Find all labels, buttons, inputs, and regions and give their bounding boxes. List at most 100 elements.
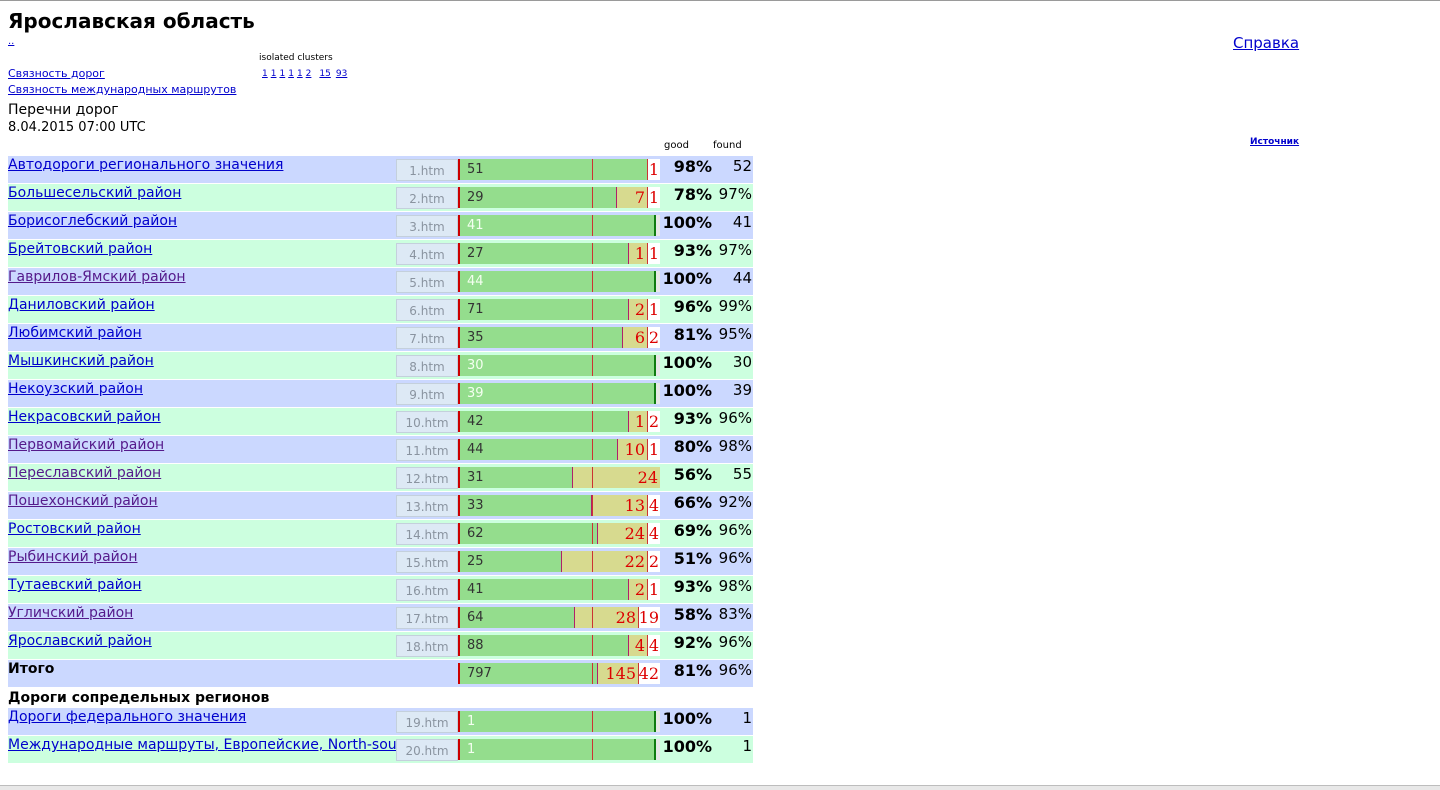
status-bar: 62 24 4 <box>458 523 660 544</box>
bar-end-marker <box>654 739 656 760</box>
warn-count: 2 <box>634 300 645 319</box>
region-link[interactable]: Даниловский район <box>8 297 155 313</box>
ok-segment <box>458 327 622 348</box>
table-row: Мышкинский район 8.htm 30 100% 30 <box>8 352 753 379</box>
warn-segment <box>628 243 647 264</box>
cluster-link[interactable]: 2 <box>305 69 312 79</box>
region-link[interactable]: Некоузский район <box>8 381 143 397</box>
cluster-link[interactable]: 1 <box>279 69 286 79</box>
good-percent: 92% <box>673 633 712 652</box>
file-badge[interactable]: 3.htm <box>396 215 458 237</box>
found-value: 1 <box>742 709 752 727</box>
file-badge[interactable]: 6.htm <box>396 299 458 321</box>
region-link[interactable]: Борисоглебский район <box>8 213 178 229</box>
table-row: Ростовский район 14.htm 62 24 4 69% 96% <box>8 520 753 547</box>
total-row: Итого 797 145 42 81% 96% <box>8 660 753 687</box>
region-link[interactable]: Мышкинский район <box>8 353 154 369</box>
region-link[interactable]: Рыбинский район <box>8 549 138 565</box>
status-bar: 51 1 <box>458 159 660 180</box>
cluster-link[interactable]: 1 <box>296 69 303 79</box>
bar-error-marker <box>647 523 648 544</box>
file-badge[interactable]: 18.htm <box>396 635 458 657</box>
error-segment <box>647 243 660 264</box>
file-badge[interactable]: 20.htm <box>396 739 458 761</box>
file-badge[interactable]: 13.htm <box>396 495 458 517</box>
region-link[interactable]: Большесельский район <box>8 185 182 201</box>
region-link[interactable]: Первомайский район <box>8 437 165 453</box>
file-badge[interactable]: 16.htm <box>396 579 458 601</box>
file-badge[interactable]: 11.htm <box>396 439 458 461</box>
ok-segment <box>458 551 561 572</box>
bar-error-marker <box>647 327 648 348</box>
ok-count: 31 <box>467 470 484 485</box>
good-percent: 81% <box>673 325 712 344</box>
table-row: Гаврилов-Ямский район 5.htm 44 100% 44 <box>8 268 753 295</box>
status-bar: 64 28 19 <box>458 607 660 628</box>
source-link[interactable]: Источник <box>1250 137 1300 147</box>
table-row: Дороги федерального значения 19.htm 1 100% 1 <box>8 708 753 735</box>
region-link[interactable]: Дороги федерального значения <box>8 709 247 725</box>
ok-count: 1 <box>467 714 476 729</box>
region-link[interactable]: Тутаевский район <box>8 577 142 593</box>
ok-count: 64 <box>467 610 484 625</box>
cluster-link[interactable]: 1 <box>270 69 277 79</box>
warn-segment <box>597 663 638 684</box>
cluster-link[interactable]: 1 <box>262 69 268 79</box>
bar-error-marker <box>638 607 639 628</box>
bar-split-marker <box>628 299 629 320</box>
error-segment <box>647 523 660 544</box>
region-link[interactable]: Автодороги регионального значения <box>8 157 284 173</box>
region-link[interactable]: Пошехонский район <box>8 493 158 509</box>
region-link[interactable]: Любимский район <box>8 325 142 341</box>
cluster-link[interactable]: 1 <box>288 69 294 79</box>
parent-link[interactable]: .. <box>8 36 15 47</box>
warn-count: 10 <box>624 440 645 459</box>
region-link[interactable]: Гаврилов-Ямский район <box>8 269 186 285</box>
file-badge[interactable]: 19.htm <box>396 711 458 733</box>
file-badge[interactable]: 15.htm <box>396 551 458 573</box>
region-link[interactable]: Международные маршруты, Европейские, Nor… <box>8 737 396 753</box>
file-badge[interactable]: 9.htm <box>396 383 458 405</box>
bar-start-marker <box>458 467 460 488</box>
region-link[interactable]: Некрасовский район <box>8 409 161 425</box>
ok-count: 51 <box>467 162 484 177</box>
cluster-link[interactable]: 15 <box>319 69 331 79</box>
found-value: 44 <box>732 269 752 287</box>
bar-threshold-marker <box>592 467 593 488</box>
warn-segment <box>616 187 647 208</box>
file-badge[interactable]: 5.htm <box>396 271 458 293</box>
help-link[interactable]: Справка <box>1233 34 1300 52</box>
table-row: Брейтовский район 4.htm 27 1 1 93% 97% <box>8 240 753 267</box>
roads-connectivity-link[interactable]: Связность дорог <box>8 67 105 80</box>
file-badge[interactable]: 12.htm <box>396 467 458 489</box>
region-link[interactable]: Ярославский район <box>8 633 152 649</box>
file-badge[interactable]: 2.htm <box>396 187 458 209</box>
region-link[interactable]: Переславский район <box>8 465 162 481</box>
file-badge[interactable]: 14.htm <box>396 523 458 545</box>
intl-routes-connectivity-link[interactable]: Связность международных маршрутов <box>8 83 237 96</box>
status-bar: 29 7 1 <box>458 187 660 208</box>
ok-segment <box>458 523 597 544</box>
bar-threshold-marker <box>592 271 593 292</box>
region-link[interactable]: Угличский район <box>8 605 134 621</box>
region-link[interactable]: Брейтовский район <box>8 241 153 257</box>
status-bar: 35 6 2 <box>458 327 660 348</box>
file-badge[interactable]: 1.htm <box>396 159 458 181</box>
warn-segment <box>622 327 647 348</box>
bar-split-marker <box>597 663 598 684</box>
error-count: 4 <box>648 524 659 543</box>
file-badge[interactable]: 10.htm <box>396 411 458 433</box>
file-badge[interactable]: 4.htm <box>396 243 458 265</box>
bar-threshold-marker <box>592 159 593 180</box>
road-lists-date: 8.04.2015 07:00 UTC <box>8 120 146 135</box>
cluster-link[interactable]: 93 <box>335 69 348 79</box>
bar-start-marker <box>458 215 460 236</box>
bar-start-marker <box>458 551 460 572</box>
file-badge[interactable]: 7.htm <box>396 327 458 349</box>
table-row: Ярославский район 18.htm 88 4 4 92% 96% <box>8 632 753 659</box>
column-header-found: found <box>713 140 742 151</box>
file-badge[interactable]: 17.htm <box>396 607 458 629</box>
region-link[interactable]: Ростовский район <box>8 521 141 537</box>
file-badge[interactable]: 8.htm <box>396 355 458 377</box>
ok-segment <box>458 635 628 656</box>
